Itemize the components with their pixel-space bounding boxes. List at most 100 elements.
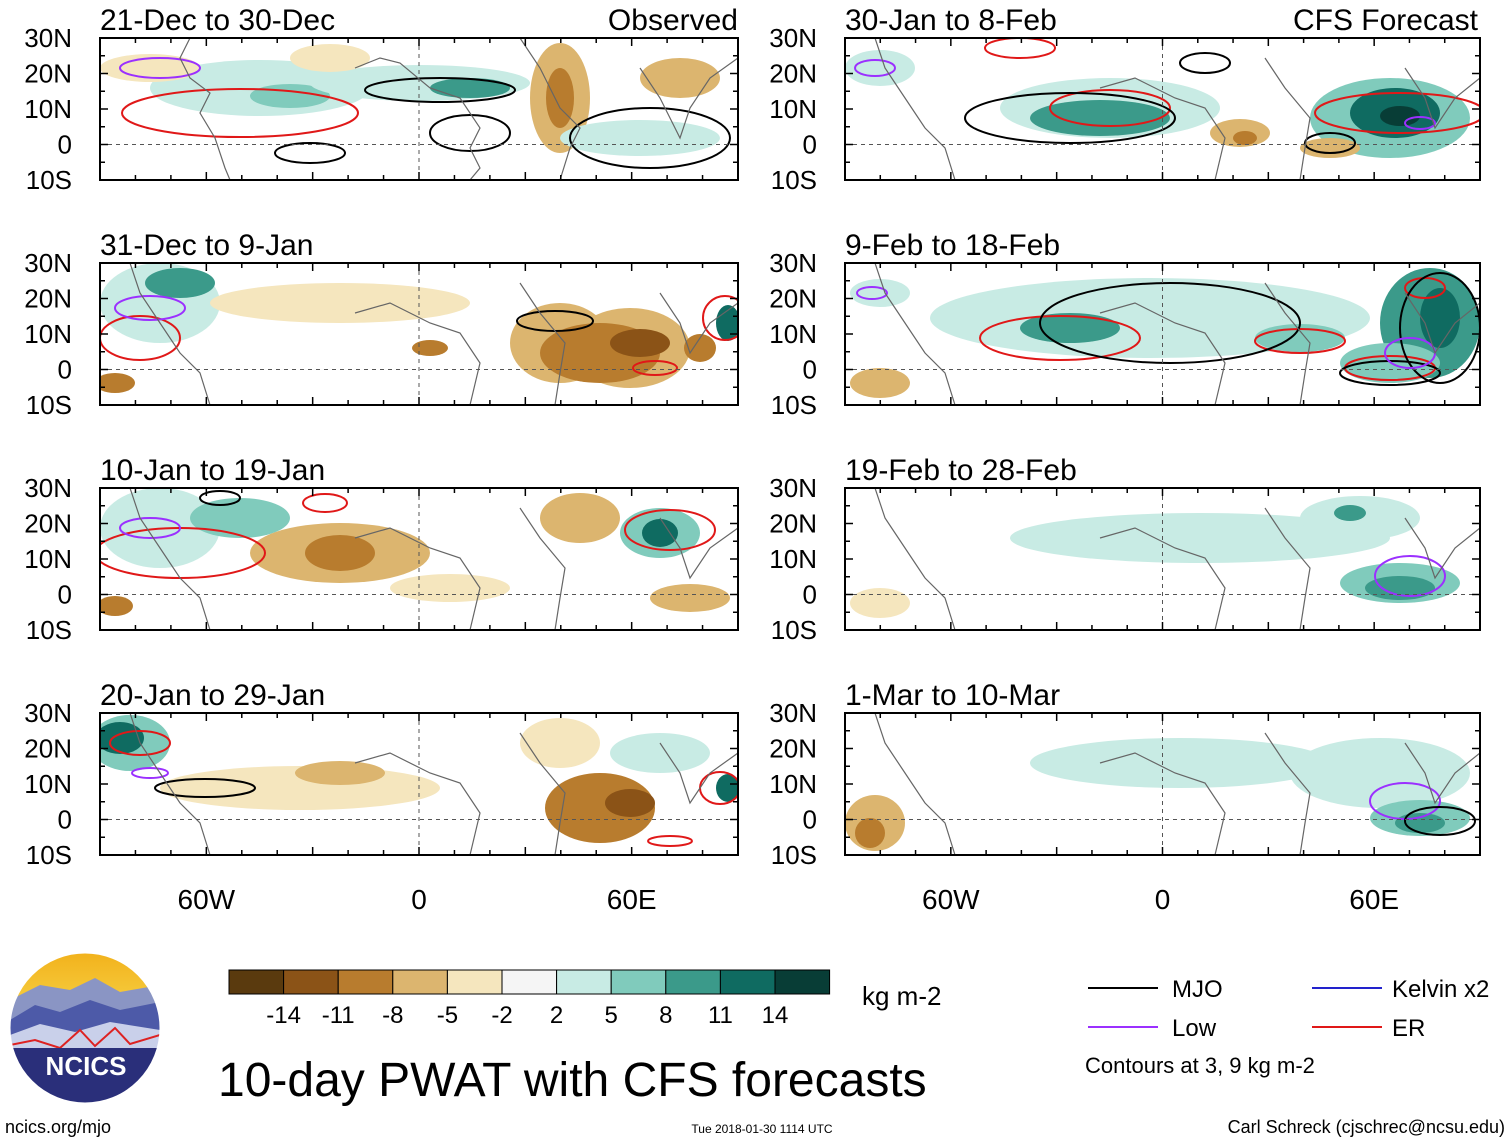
- panel-title-obs-4: 20-Jan to 29-Jan: [100, 679, 325, 712]
- y-tick-label: 30N: [24, 23, 72, 53]
- y-tick-label: 30N: [769, 698, 817, 728]
- y-tick-label: 20N: [24, 284, 72, 314]
- panel-obs-1: [100, 38, 738, 180]
- y-tick-label: 30N: [24, 248, 72, 278]
- footer-site-link[interactable]: ncics.org/mjo: [5, 1117, 111, 1137]
- legend-label-mjo: MJO: [1172, 976, 1223, 1003]
- y-tick-label: 10N: [24, 319, 72, 349]
- panel-fcst-3-field: [845, 488, 1480, 630]
- column-header-observed: Observed: [608, 4, 738, 37]
- footer-timestamp: Tue 2018-01-30 1114 UTC: [691, 1122, 833, 1136]
- colorbar-box: [446, 969, 503, 995]
- y-tick-label: 10N: [769, 94, 817, 124]
- panel-obs-3-field: [100, 488, 738, 630]
- y-tick-label: 10N: [24, 94, 72, 124]
- y-tick-label: 30N: [769, 473, 817, 503]
- logo-text: NCICS: [46, 1051, 127, 1081]
- y-tick-label: 10N: [769, 544, 817, 574]
- figure-title: 10-day PWAT with CFS forecasts: [218, 1054, 927, 1107]
- panel-obs-3: [100, 488, 738, 630]
- y-tick-label: 30N: [769, 23, 817, 53]
- panel-title-obs-2: 31-Dec to 9-Jan: [100, 229, 313, 262]
- colorbar-box: [556, 969, 612, 995]
- colorbar-box: [337, 969, 394, 995]
- colorbar-box: [228, 969, 285, 995]
- y-tick-label: 0: [803, 580, 817, 610]
- colorbar-units: kg m-2: [862, 981, 941, 1011]
- panel-title-obs-3: 10-Jan to 19-Jan: [100, 454, 325, 487]
- y-tick-label: 20N: [769, 734, 817, 764]
- y-tick-label: 0: [58, 805, 72, 835]
- panel-title-fcst-3: 19-Feb to 28-Feb: [845, 454, 1077, 487]
- y-tick-label: 10N: [769, 319, 817, 349]
- y-tick-label: 30N: [769, 248, 817, 278]
- colorbar-box: [665, 969, 721, 995]
- axes-layer: 30N 20N 10N 0 10S 30N 20N 10N 0 10S 30N 20N 10N 0 10S 3…: [24, 23, 1481, 915]
- colorbar-label: 2: [550, 1002, 563, 1029]
- colorbar-label: 14: [762, 1002, 789, 1029]
- y-tick-label: 20N: [24, 59, 72, 89]
- panel-title-fcst-2: 9-Feb to 18-Feb: [845, 229, 1060, 262]
- x-tick-label: 60W: [178, 884, 236, 915]
- y-tick-label: 10S: [771, 390, 817, 420]
- y-tick-label: 10N: [769, 769, 817, 799]
- colorbar-label: 5: [605, 1002, 618, 1029]
- y-tick-label: 20N: [24, 734, 72, 764]
- colorbar-box: [501, 969, 558, 995]
- panel-fcst-4: [845, 713, 1480, 855]
- y-tick-label: 0: [58, 130, 72, 160]
- panel-obs-4-field: [100, 713, 738, 855]
- x-tick-label: 60E: [1349, 884, 1399, 915]
- y-tick-label: 10N: [24, 544, 72, 574]
- y-tick-label: 10S: [771, 840, 817, 870]
- colorbar-box: [283, 969, 339, 995]
- panel-obs-2: [100, 263, 738, 405]
- panel-fcst-3: [845, 488, 1480, 630]
- y-tick-label: 10S: [771, 615, 817, 645]
- x-tick-label: 0: [1155, 884, 1171, 915]
- colorbar-label: -8: [382, 1002, 403, 1029]
- y-tick-label: 20N: [769, 59, 817, 89]
- x-tick-label: 0: [411, 884, 427, 915]
- footer-credit: Carl Schreck (cjschrec@ncsu.edu): [1228, 1117, 1505, 1137]
- y-tick-label: 10N: [24, 769, 72, 799]
- colorbar-label: -11: [322, 1002, 355, 1029]
- colorbar-box: [392, 969, 448, 995]
- colorbar-box: [774, 969, 831, 995]
- legend-contour-note: Contours at 3, 9 kg m-2: [1085, 1053, 1315, 1078]
- y-tick-label: 0: [58, 580, 72, 610]
- panel-fcst-1-field: [845, 38, 1480, 180]
- panel-title-obs-1: 21-Dec to 30-Dec: [100, 4, 335, 37]
- panel-obs-1-field: [100, 38, 738, 180]
- legend: MJO Kelvin x2 Low ER Contours at 3, 9 kg…: [1085, 976, 1489, 1078]
- column-header-cfs-forecast: CFS Forecast: [1293, 4, 1479, 37]
- y-tick-label: 10S: [26, 840, 72, 870]
- y-tick-label: 10S: [26, 165, 72, 195]
- y-tick-label: 30N: [24, 698, 72, 728]
- y-tick-label: 0: [58, 355, 72, 385]
- panel-fcst-2: [845, 263, 1480, 405]
- y-tick-label: 20N: [769, 509, 817, 539]
- panel-title-fcst-4: 1-Mar to 10-Mar: [845, 679, 1060, 712]
- panel-fcst-1: [845, 38, 1480, 180]
- panel-fcst-2-field: [845, 263, 1480, 405]
- y-tick-label: 10S: [26, 390, 72, 420]
- colorbar-label: 11: [708, 1002, 733, 1029]
- y-tick-label: 10S: [26, 615, 72, 645]
- colorbar-label: 8: [659, 1002, 672, 1029]
- colorbar-box: [610, 969, 667, 995]
- x-tick-label: 60W: [922, 884, 980, 915]
- colorbar-label: -2: [491, 1002, 512, 1029]
- panel-obs-4: [100, 713, 738, 855]
- y-tick-label: 30N: [24, 473, 72, 503]
- y-tick-label: 0: [803, 355, 817, 385]
- panel-title-fcst-1: 30-Jan to 8-Feb: [845, 4, 1057, 37]
- panel-obs-2-field: [100, 263, 738, 405]
- y-tick-label: 0: [803, 805, 817, 835]
- y-tick-label: 10S: [771, 165, 817, 195]
- y-tick-label: 20N: [24, 509, 72, 539]
- ncics-logo: NCICS: [9, 952, 161, 1104]
- y-tick-label: 20N: [769, 284, 817, 314]
- x-tick-label: 60E: [607, 884, 657, 915]
